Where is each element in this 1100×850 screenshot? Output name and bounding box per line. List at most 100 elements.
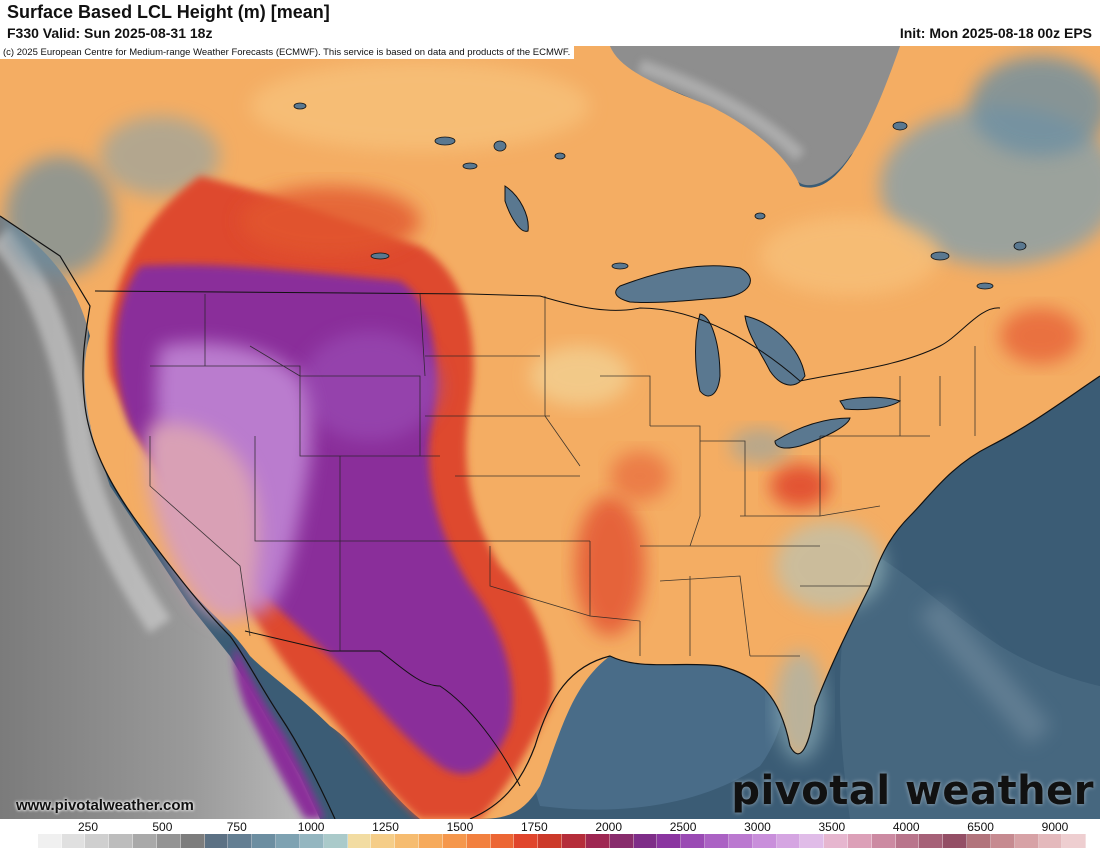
colorbar-swatch — [800, 834, 825, 848]
colorbar-tick-label: 2500 — [669, 820, 697, 834]
colorbar-swatch — [1014, 834, 1039, 848]
new-england-red — [1000, 308, 1080, 364]
atlantic-ocean-region — [840, 546, 1100, 819]
hudson-bay-ice — [637, 59, 805, 161]
colorbar-tick-label: 9000 — [1041, 820, 1069, 834]
colorbar-swatch — [371, 834, 396, 848]
brand-logo: pivotal weather — [731, 768, 1094, 814]
colorbar-swatch — [657, 834, 682, 848]
colorbar-swatch — [776, 834, 801, 848]
colorbar-swatch — [347, 834, 372, 848]
colorbar-labels: 250 500 750 1000 1250 1500 1750 2000 2500 3000 350… — [0, 819, 1100, 834]
colorbar-tick-label: 2000 — [595, 820, 623, 834]
valid-time: F330 Valid: Sun 2025-08-31 18z — [7, 25, 213, 41]
lake-winnipeg — [504, 185, 529, 232]
colorbar-swatch — [228, 834, 253, 848]
alberta-red — [240, 186, 420, 256]
colorbar-tick-label: 1750 — [520, 820, 548, 834]
colorbar-legend: 250 500 750 1000 1250 1500 1750 2000 2500 3000 350… — [0, 819, 1100, 850]
colorbar-swatch — [943, 834, 968, 848]
missouri-red — [610, 451, 670, 501]
atlantic-band — [918, 596, 1052, 746]
bc-cool-area — [100, 116, 220, 196]
colorbar-swatch — [442, 834, 467, 848]
lake-huron — [744, 315, 806, 386]
website-link[interactable]: www.pivotalweather.com — [16, 797, 194, 814]
colorbar-tick-label: 1500 — [446, 820, 474, 834]
colorbar-swatch — [14, 834, 38, 848]
pacific-ocean-region — [0, 216, 320, 819]
colorbar-swatch — [967, 834, 991, 848]
colorbar-swatch — [276, 834, 300, 848]
colorbar-tick-label: 3000 — [744, 820, 771, 834]
atlantic-gulf-coastline — [469, 375, 1100, 819]
colorbar-swatch — [919, 834, 944, 848]
colorbar-swatch — [752, 834, 777, 848]
canada-light-area — [250, 61, 590, 151]
colorbar-tick-label: 4000 — [892, 820, 920, 834]
colorbar-swatch — [490, 834, 515, 848]
colorbar-swatch — [562, 834, 586, 848]
colorbar-swatch — [133, 834, 157, 848]
colorbar-tick-label: 250 — [77, 820, 99, 834]
lake-erie — [774, 417, 851, 449]
desert-pink-region — [146, 423, 260, 621]
colorbar-tick-label: 1250 — [372, 820, 399, 834]
colorbar-swatch — [61, 834, 86, 848]
colorbar-swatch — [514, 834, 539, 848]
wyoming-purple — [300, 331, 440, 441]
colorbar-swatch — [990, 834, 1015, 848]
lake-michigan — [695, 313, 721, 397]
colorbar-swatch — [109, 834, 134, 848]
state-borders — [149, 293, 976, 657]
colorbar-swatch — [847, 834, 872, 848]
colorbar-swatches — [14, 834, 1087, 848]
colorbar-swatch — [538, 834, 563, 848]
coastal-bc-cool — [5, 156, 115, 276]
colorbar-swatch — [633, 834, 658, 848]
us-mexico-border — [244, 630, 521, 787]
colorbar-swatch — [323, 834, 348, 848]
arkansas-red — [575, 496, 645, 636]
colorbar-swatch — [156, 834, 181, 848]
appalachian-red — [770, 464, 830, 508]
colorbar-swatch — [609, 834, 634, 848]
colorbar-swatch — [395, 834, 420, 848]
ontario-light — [760, 216, 940, 296]
minnesota-pale — [530, 346, 630, 406]
colorbar-swatch — [728, 834, 753, 848]
colorbar-tick-label: 3500 — [818, 820, 846, 834]
init-time: Init: Mon 2025-08-18 00z EPS — [899, 25, 1092, 41]
lcl-height-map — [0, 46, 1100, 819]
colorbar-swatch — [585, 834, 610, 848]
copyright-notice: (c) 2025 European Centre for Medium-rang… — [0, 46, 575, 59]
colorbar-swatch — [1038, 834, 1063, 848]
colorbar-swatch — [824, 834, 848, 848]
colorbar-tick-label: 1000 — [297, 820, 325, 834]
colorbar-swatch — [204, 834, 229, 848]
colorbar-tick-label: 6500 — [967, 820, 994, 834]
colorbar-swatch — [180, 834, 205, 848]
pacific-coastline — [0, 215, 336, 819]
colorbar-swatch — [1062, 834, 1087, 848]
us-canada-border — [94, 290, 1001, 382]
gulf-of-mexico-region — [529, 630, 787, 810]
colorbar-swatch — [37, 834, 62, 848]
colorbar-swatch — [466, 834, 491, 848]
colorbar-swatch — [419, 834, 443, 848]
florida-cool — [775, 651, 825, 761]
colorbar-swatch — [871, 834, 896, 848]
colorbar-swatch — [705, 834, 729, 848]
colorbar-swatch — [85, 834, 110, 848]
baja-purple — [234, 646, 325, 819]
colorbar-tick-label: 500 — [152, 820, 173, 834]
colorbar-swatch — [895, 834, 920, 848]
labrador-cool-area — [970, 56, 1100, 156]
pacific-coastal-band — [0, 226, 171, 634]
header: Surface Based LCL Height (m) [mean] F330… — [0, 0, 1100, 46]
canadian-lakes — [293, 102, 1027, 290]
carolinas-cool — [775, 521, 885, 611]
lake-superior — [615, 265, 751, 304]
colorbar-tick-label: 750 — [226, 820, 247, 834]
map-canvas — [0, 46, 1100, 819]
